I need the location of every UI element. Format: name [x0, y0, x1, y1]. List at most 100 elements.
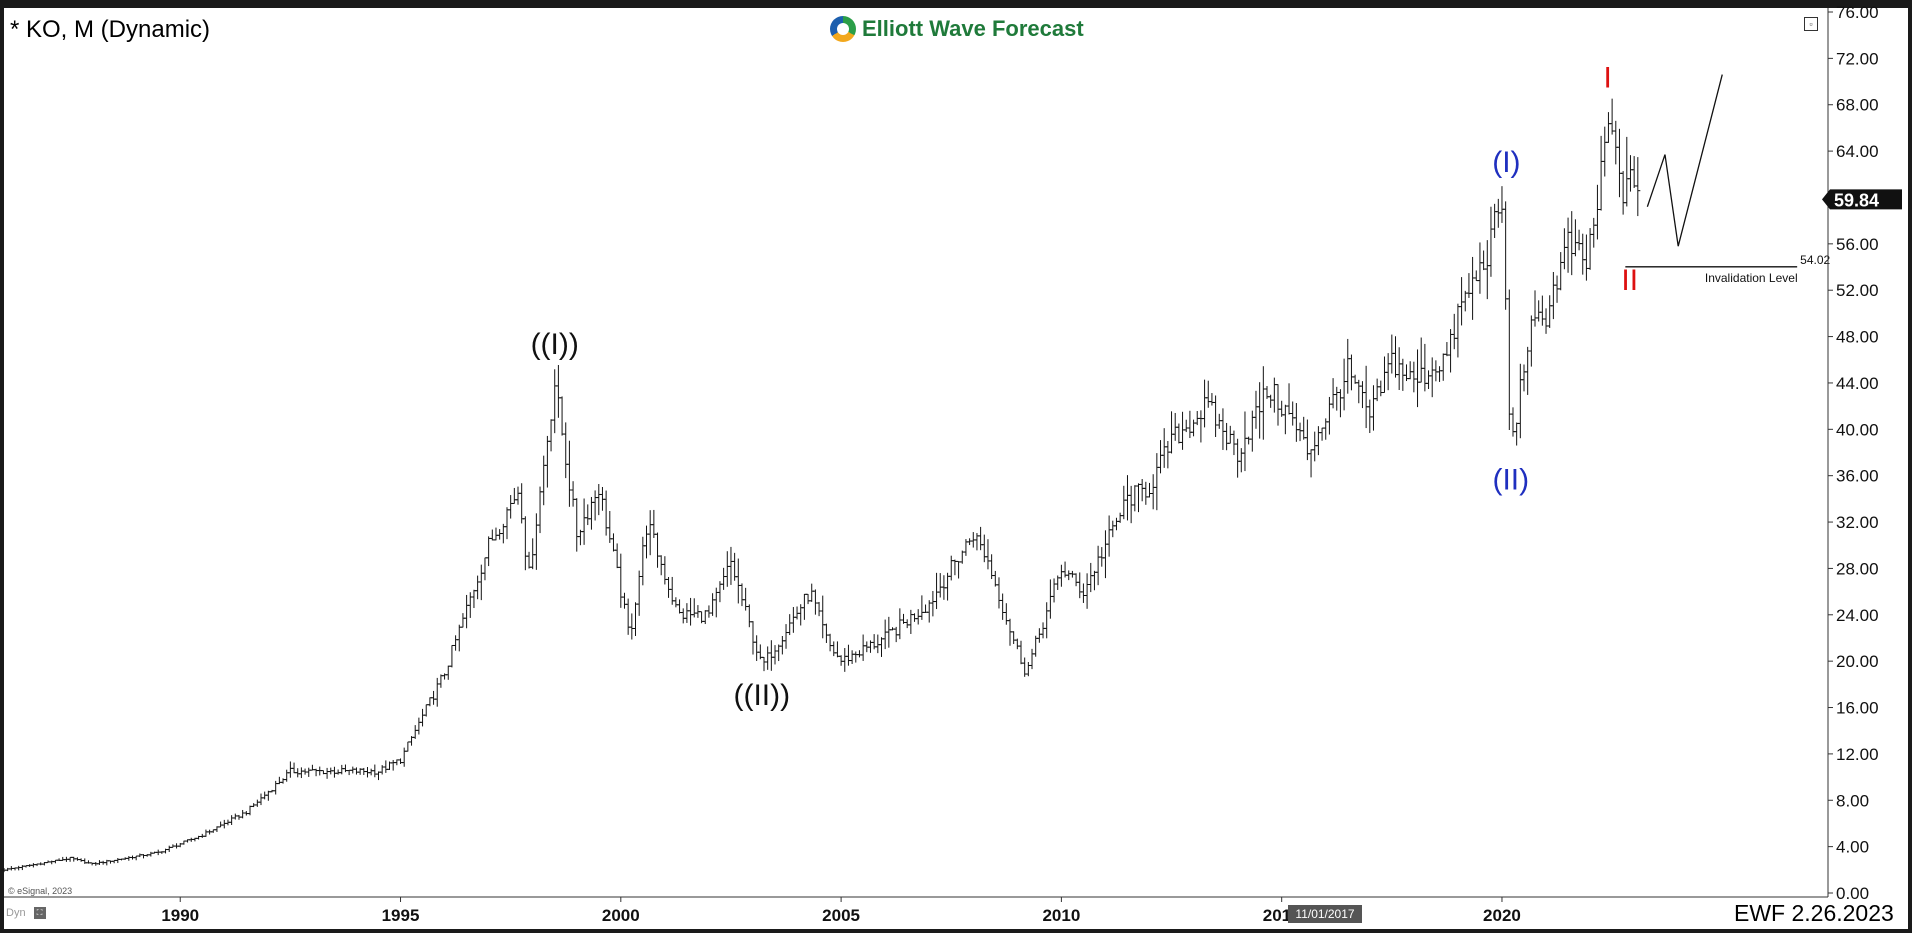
- ohlc-bar: [1422, 343, 1428, 392]
- ohlc-bar: [967, 538, 973, 546]
- cursor-date-tag: 11/01/2017: [1288, 905, 1362, 923]
- ohlc-bar: [416, 717, 422, 735]
- ohlc-bar: [486, 536, 492, 567]
- ohlc-bar: [526, 551, 532, 569]
- ohlc-bar: [1180, 411, 1186, 450]
- chart-axes: 0.00 4.00 8.00 12.00 16.00 20.00 24.00 28.00 32.…: [4, 3, 1902, 925]
- wave-label: (I): [1492, 146, 1520, 179]
- price-tick-label: 68.00: [1836, 96, 1879, 115]
- ohlc-bar: [1242, 411, 1248, 472]
- ohlc-bar: [912, 613, 918, 622]
- ohlc-bar: [1319, 427, 1325, 441]
- dyn-toggle-icon[interactable]: ⛶: [33, 907, 46, 919]
- ohlc-bar: [1484, 240, 1490, 300]
- last-price-tag: 59.84: [1822, 189, 1902, 210]
- ohlc-bar: [860, 634, 866, 661]
- ohlc-bar: [1095, 545, 1101, 586]
- ohlc-bar: [1293, 403, 1299, 442]
- ohlc-bar: [1609, 98, 1615, 135]
- ohlc-bar: [809, 583, 815, 602]
- ohlc-bar: [1521, 364, 1527, 392]
- ohlc-bar: [240, 809, 246, 819]
- logo-text: Elliott Wave Forecast: [862, 16, 1084, 41]
- ohlc-bar: [688, 597, 694, 626]
- time-tick-label: 1990: [161, 906, 199, 925]
- time-tick-label: 2010: [1042, 906, 1080, 925]
- wave-labels: ((I))((II))(I)(II)III: [531, 61, 1638, 712]
- ohlc-bar: [67, 856, 73, 862]
- ohlc-bar: [625, 598, 631, 635]
- ohlc-bar: [787, 614, 793, 636]
- ohlc-bar: [1580, 233, 1586, 275]
- ohlc-bar: [232, 813, 238, 820]
- ohlc-bar: [934, 572, 940, 610]
- ohlc-bar: [1624, 136, 1630, 207]
- ohlc-bar: [1459, 277, 1465, 326]
- ohlc-bar: [1080, 583, 1086, 603]
- ohlc-bar: [823, 623, 829, 643]
- ohlc-bar: [530, 538, 536, 570]
- ohlc-bar: [1183, 419, 1189, 433]
- ohlc-bar: [313, 768, 319, 777]
- ohlc-bar: [1246, 436, 1252, 445]
- dyn-label: Dyn: [6, 907, 26, 919]
- ohlc-bar: [588, 496, 594, 530]
- ohlc-bar: [1547, 295, 1553, 328]
- ohlc-bar: [1433, 360, 1439, 382]
- time-tick-label: 2020: [1483, 906, 1521, 925]
- ohlc-bar: [574, 498, 580, 552]
- ohlc-bar: [1275, 384, 1281, 426]
- ohlc-bar: [218, 821, 224, 828]
- ohlc-bar: [537, 486, 543, 534]
- last-price-label: 59.84: [1834, 190, 1879, 210]
- ohlc-bar: [1481, 250, 1487, 271]
- ohlc-bar: [1029, 648, 1035, 670]
- ohlc-bar: [1257, 382, 1263, 439]
- ohlc-bar: [772, 645, 778, 665]
- ohlc-bar: [478, 564, 484, 601]
- ohlc-bar: [677, 599, 683, 614]
- ohlc-bar: [1099, 547, 1105, 567]
- ohlc-bar: [1470, 256, 1476, 320]
- ohlc-bar: [761, 656, 767, 672]
- ohlc-bar: [453, 635, 459, 651]
- price-tick-label: 16.00: [1836, 699, 1879, 718]
- wave-label: (II): [1492, 464, 1529, 497]
- price-tick-label: 4.00: [1836, 838, 1869, 857]
- ohlc-bar: [886, 616, 892, 648]
- ohlc-bar: [1088, 562, 1094, 593]
- ohlc-bar: [504, 507, 510, 540]
- ohlc-bar: [456, 624, 462, 652]
- ohlc-bar: [1359, 381, 1365, 409]
- ohlc-bar: [1473, 270, 1479, 282]
- ohlc-bar: [1132, 485, 1138, 512]
- ohlc-bar: [1033, 635, 1039, 657]
- ohlc-bar: [904, 619, 910, 629]
- ohlc-bar: [420, 708, 426, 727]
- restore-window-icon[interactable]: ▫: [1804, 17, 1818, 31]
- ohlc-bar: [728, 546, 734, 585]
- ohlc-bar: [133, 855, 139, 861]
- ohlc-bar: [390, 759, 396, 771]
- ohlc-bar: [1510, 407, 1516, 437]
- ohlc-bar: [1040, 622, 1046, 639]
- invalidation-price-label: 54.02: [1800, 253, 1830, 267]
- ohlc-bar: [1121, 485, 1127, 520]
- ohlc-bar: [721, 567, 727, 590]
- ohlc-bar: [1503, 201, 1509, 310]
- ohlc-bar: [603, 490, 609, 536]
- ohlc-bar: [1025, 662, 1031, 677]
- ohlc-bar: [996, 577, 1002, 609]
- ohlc-bar: [1135, 483, 1141, 513]
- price-tick-label: 32.00: [1836, 513, 1879, 532]
- ohlc-bar: [666, 576, 672, 598]
- dyn-toggle[interactable]: Dyn ⛶: [6, 907, 46, 919]
- ohlc-bar: [412, 725, 418, 739]
- ohlc-bar: [1077, 572, 1083, 599]
- ohlc-bar: [438, 674, 444, 688]
- ohlc-bar: [482, 557, 488, 581]
- ohlc-bar: [655, 532, 661, 568]
- ohlc-bar: [306, 767, 312, 777]
